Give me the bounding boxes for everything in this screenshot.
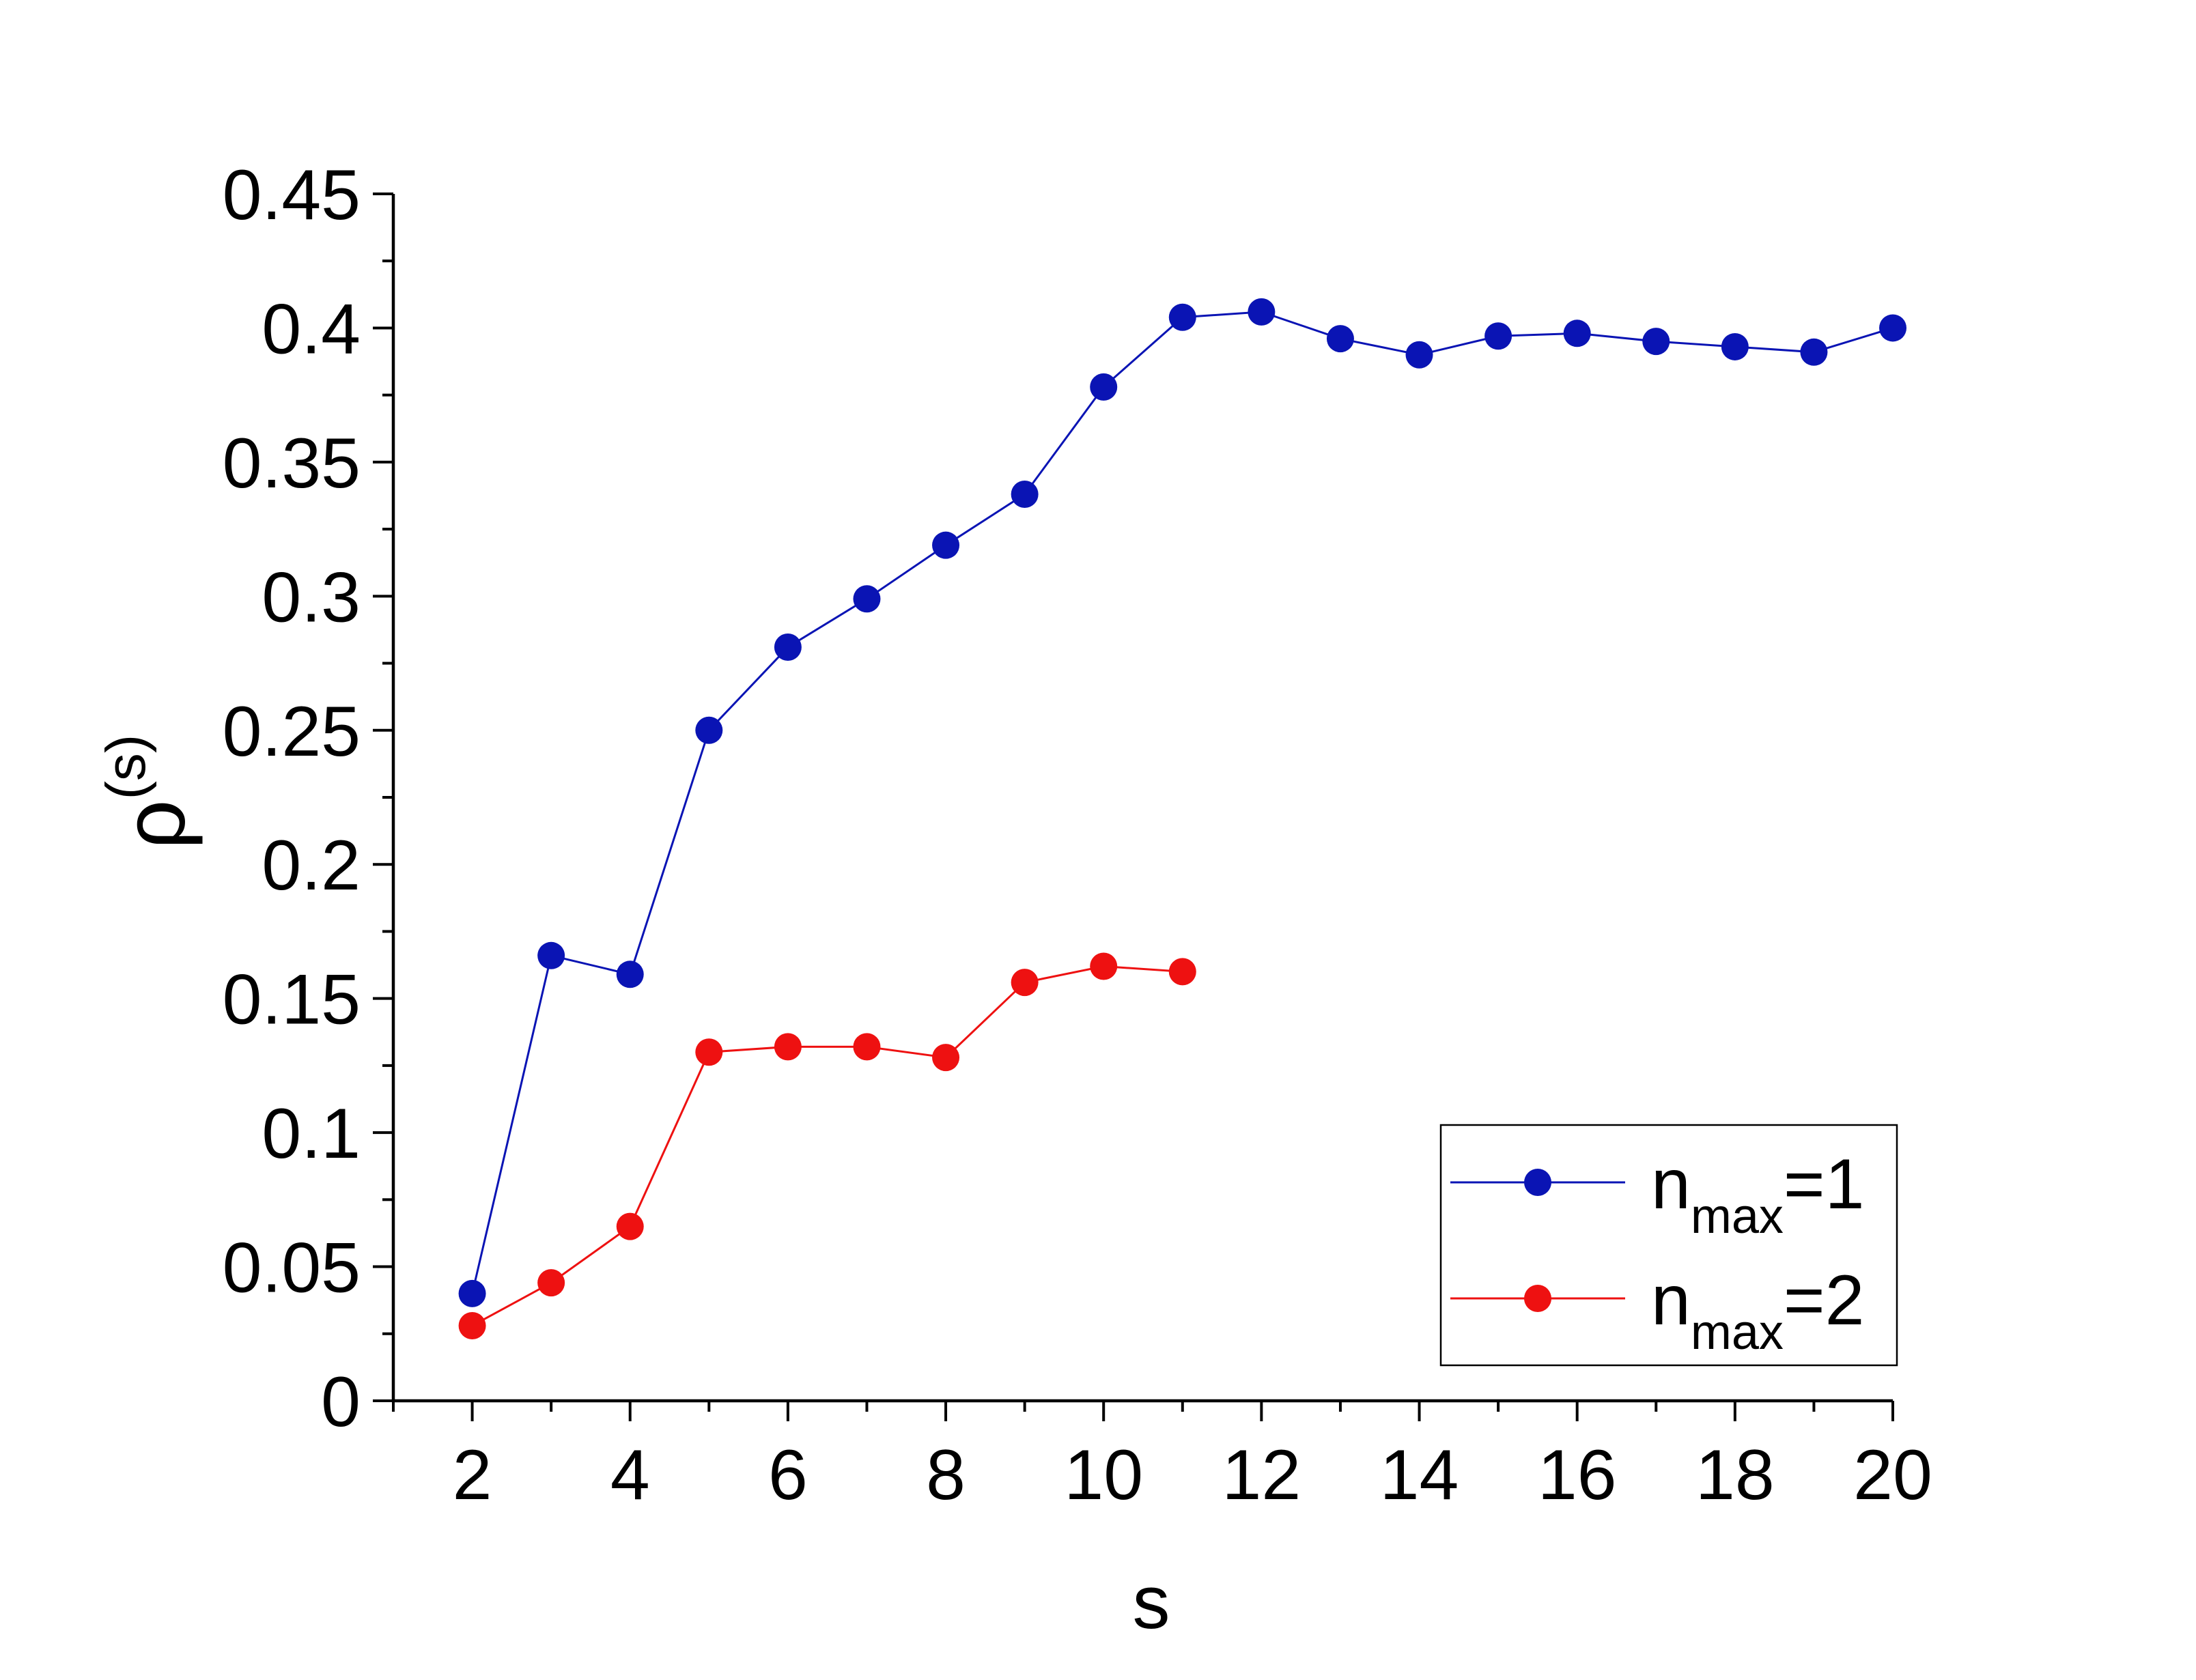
y-axis-title-base: ρ xyxy=(106,799,203,849)
y-tick-label: 0.05 xyxy=(223,1229,361,1308)
legend-marker xyxy=(1524,1169,1551,1196)
series-1-point xyxy=(1090,373,1118,401)
y-tick-label: 0.45 xyxy=(223,156,361,235)
series-1-point xyxy=(1248,298,1276,326)
series-1-point xyxy=(695,716,723,744)
y-axis-title: ρ(s) xyxy=(95,735,203,849)
series-layer xyxy=(458,298,1906,1339)
series-1-point xyxy=(1642,328,1670,356)
series-2-point xyxy=(1168,958,1196,986)
x-axis-title: s xyxy=(1133,1561,1170,1645)
series-1-point xyxy=(1405,341,1433,369)
series-1-point xyxy=(932,531,960,559)
x-tick-label: 20 xyxy=(1853,1436,1932,1515)
series-1-point xyxy=(458,1279,486,1307)
series-1-point xyxy=(616,960,644,988)
series-2-point xyxy=(458,1311,486,1339)
y-tick-label: 0.2 xyxy=(262,826,361,905)
series-2-point xyxy=(616,1212,644,1240)
series-1-point xyxy=(1326,325,1354,353)
series-1-point xyxy=(1563,319,1591,347)
series-2-point xyxy=(932,1044,960,1072)
y-tick-label: 0.3 xyxy=(262,558,361,637)
series-2-point xyxy=(695,1038,723,1066)
series-2-point xyxy=(537,1269,565,1297)
legend-label-base: n xyxy=(1651,1261,1691,1340)
x-tick-label: 16 xyxy=(1538,1436,1617,1515)
x-tick-label: 12 xyxy=(1222,1436,1301,1515)
legend-label-suffix: =1 xyxy=(1784,1145,1865,1224)
series-1-point xyxy=(853,585,881,613)
series-2 xyxy=(458,952,1196,1339)
series-1-point xyxy=(1800,338,1828,366)
series-1-point xyxy=(1879,314,1906,342)
legend-item-2: nmax=2 xyxy=(1450,1261,1864,1360)
y-tick-label: 0.1 xyxy=(262,1094,361,1173)
series-2-point xyxy=(774,1033,802,1061)
legend-label-sub: max xyxy=(1691,1305,1784,1360)
legend-box xyxy=(1439,1124,1898,1367)
series-2-point xyxy=(1090,952,1118,980)
y-tick-label: 0.35 xyxy=(223,424,361,503)
x-axis-ticks: 2 4 6 8 10 12 14 16 18 20 xyxy=(392,1401,1932,1515)
series-2-point xyxy=(1011,969,1039,997)
x-tick-label: 6 xyxy=(768,1436,808,1515)
legend-label-base: n xyxy=(1651,1145,1691,1224)
y-tick-label: 0 xyxy=(321,1363,361,1442)
y-axis-title-sup: (s) xyxy=(95,735,157,800)
x-tick-label: 4 xyxy=(610,1436,650,1515)
series-1-point xyxy=(1011,481,1039,509)
y-tick-label: 0.4 xyxy=(262,289,361,369)
series-1-point xyxy=(1168,303,1196,331)
series-2-point xyxy=(853,1033,881,1061)
x-tick-label: 18 xyxy=(1695,1436,1775,1515)
legend-label: nmax=2 xyxy=(1651,1261,1864,1360)
legend-label: nmax=1 xyxy=(1651,1145,1864,1244)
series-1-point xyxy=(537,941,565,969)
series-1-point xyxy=(1721,332,1749,360)
legend-label-sub: max xyxy=(1691,1189,1784,1244)
x-tick-label: 8 xyxy=(926,1436,966,1515)
x-tick-label: 14 xyxy=(1380,1436,1459,1515)
legend-item-1: nmax=1 xyxy=(1450,1145,1864,1244)
y-tick-label: 0.15 xyxy=(223,960,361,1040)
legend-label-suffix: =2 xyxy=(1784,1261,1865,1340)
x-tick-label: 2 xyxy=(453,1436,492,1515)
legend-marker xyxy=(1524,1285,1551,1312)
series-1-point xyxy=(1484,322,1512,350)
series-1-point xyxy=(774,633,802,661)
series-2-line xyxy=(471,965,1183,1327)
y-tick-label: 0.25 xyxy=(223,692,361,771)
series-1 xyxy=(458,298,1906,1307)
x-tick-label: 10 xyxy=(1064,1436,1143,1515)
y-axis-ticks: 0 0.05 0.1 0.15 0.2 0.25 0.3 0.35 0.4 0.45 xyxy=(223,156,393,1442)
